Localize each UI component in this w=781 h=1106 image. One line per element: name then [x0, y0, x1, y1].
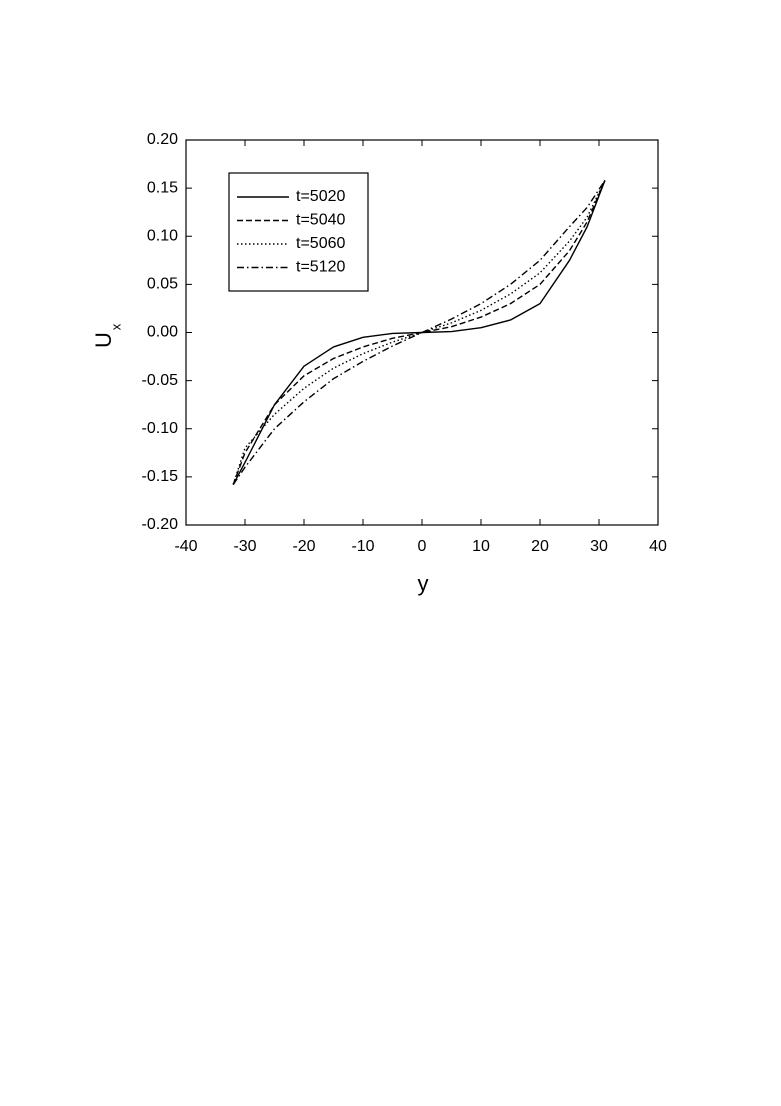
legend-label: t=5040 — [296, 212, 345, 229]
series-line — [232, 180, 606, 485]
y-tick-label: 0.10 — [147, 227, 178, 244]
x-tick-label: 0 — [418, 538, 427, 555]
y-tick-label: 0.20 — [147, 131, 178, 148]
y-tick-label: -0.15 — [142, 468, 179, 485]
series-line — [232, 180, 606, 485]
x-axis-label: y — [418, 571, 429, 596]
y-tick-label: 0.00 — [147, 324, 178, 341]
x-tick-label: 10 — [472, 538, 490, 555]
legend-box — [228, 172, 369, 292]
x-tick-label: 30 — [590, 538, 608, 555]
x-tick-label: -40 — [174, 538, 197, 555]
x-tick-label: -10 — [351, 538, 374, 555]
y-axis-label-main: U — [91, 332, 116, 348]
y-tick-label: 0.15 — [147, 179, 178, 196]
y-tick-label: 0.05 — [147, 276, 178, 293]
x-tick-label: -30 — [233, 538, 256, 555]
y-axis-label: U x — [91, 323, 124, 348]
y-tick-label: -0.20 — [142, 516, 179, 533]
x-tick-label: -20 — [292, 538, 315, 555]
x-tick-label: 40 — [649, 538, 667, 555]
y-tick-label: -0.05 — [142, 372, 179, 389]
legend-label: t=5060 — [296, 235, 345, 252]
y-tick-label: -0.10 — [142, 420, 179, 437]
y-axis-label-sub: x — [108, 323, 123, 330]
legend-label: t=5120 — [296, 259, 345, 276]
series-line — [232, 180, 606, 485]
x-tick-label: 20 — [531, 538, 549, 555]
legend-label: t=5020 — [296, 188, 345, 205]
